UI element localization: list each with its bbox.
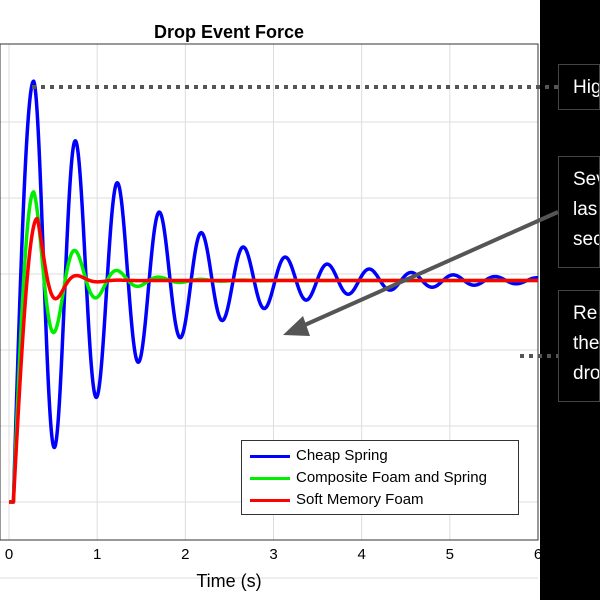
legend-label: Cheap Spring	[296, 447, 388, 464]
legend-swatch-blue	[250, 454, 290, 458]
x-tick-label: 5	[446, 546, 454, 563]
legend-item-cheap-spring: Cheap Spring	[250, 445, 388, 467]
series-group	[7, 79, 540, 504]
x-tick-label: 0	[5, 546, 13, 563]
series-line-soft-memory-foam	[7, 216, 540, 504]
x-tick-label: 6	[534, 546, 542, 563]
chart-title: Drop Event Force	[154, 22, 304, 42]
series-line-cheap-spring	[7, 79, 540, 504]
arrow-head	[283, 316, 310, 336]
legend-label: Soft Memory Foam	[296, 491, 424, 508]
legend-swatch-red	[250, 498, 290, 502]
x-tick-labels: 0 1 2 3 4 5 6	[5, 546, 542, 563]
legend-swatch-green	[250, 476, 290, 480]
arrow-shaft	[297, 210, 559, 330]
callout-several: Sev las sec	[558, 156, 600, 268]
callout-return: Re the dro	[558, 290, 600, 402]
legend-item-composite-foam: Composite Foam and Spring	[250, 467, 487, 489]
outer-background	[0, 0, 540, 44]
legend-label: Composite Foam and Spring	[296, 469, 487, 486]
x-axis-label: Time (s)	[196, 571, 261, 591]
outer-background-bottom	[0, 540, 540, 600]
x-tick-label: 4	[357, 546, 365, 563]
legend-item-soft-memory-foam: Soft Memory Foam	[250, 489, 424, 511]
annotations	[32, 85, 559, 358]
x-tick-label: 2	[181, 546, 189, 563]
legend: Cheap Spring Composite Foam and Spring S…	[241, 440, 519, 515]
x-tick-label: 1	[93, 546, 101, 563]
x-tick-label: 3	[269, 546, 277, 563]
plot-border	[0, 43, 539, 541]
callout-high: Hig	[558, 64, 600, 110]
